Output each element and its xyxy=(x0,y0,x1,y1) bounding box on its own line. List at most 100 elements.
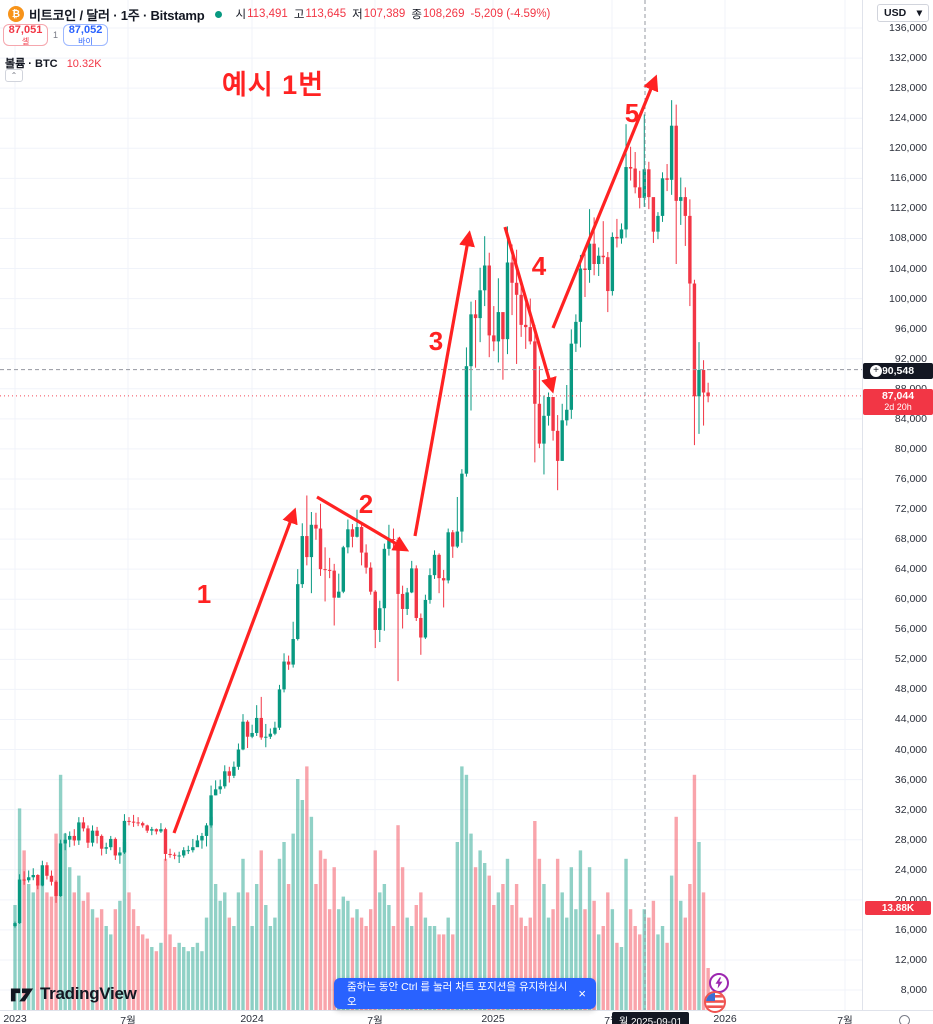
candle-body xyxy=(118,852,122,856)
candle-body xyxy=(172,854,177,856)
candle-body xyxy=(200,835,204,841)
time-axis[interactable]: 20237월20247월20257월20267월월 2025-09-01 xyxy=(0,1010,933,1024)
volume-bar xyxy=(610,909,615,1010)
wave-arrow[interactable] xyxy=(413,230,475,537)
price-tick: 112,000 xyxy=(889,202,927,215)
price-tick: 92,000 xyxy=(894,352,927,365)
candle-body xyxy=(533,341,537,404)
candle-body xyxy=(218,786,222,790)
volume-bar xyxy=(665,942,669,1010)
volume-bar xyxy=(191,947,195,1010)
candle-body xyxy=(501,312,505,340)
volume-bar xyxy=(701,892,706,1010)
buy-button[interactable]: 87,052 바이 xyxy=(63,24,109,46)
clock-icon[interactable] xyxy=(899,1015,910,1024)
candle-body xyxy=(569,343,574,410)
candle-body xyxy=(305,536,309,558)
time-tick: 7월 xyxy=(120,1015,136,1024)
volume-bar xyxy=(565,917,569,1010)
candle-body xyxy=(482,265,487,291)
candle-body xyxy=(437,554,441,579)
price-tick: 32,000 xyxy=(894,803,927,816)
currency-selector[interactable]: USD ▾ xyxy=(877,4,929,22)
volume-bar xyxy=(487,875,491,1010)
candle-body xyxy=(337,591,341,598)
example-annotation-title: 예시 1번 xyxy=(222,70,325,100)
candle-body xyxy=(273,727,277,734)
volume-bar xyxy=(359,917,364,1010)
wave-arrow[interactable] xyxy=(503,226,557,394)
wave-label[interactable]: 1 xyxy=(197,579,211,609)
candle-body xyxy=(400,593,405,609)
volume-bar xyxy=(451,934,455,1010)
spread-value: 1 xyxy=(53,30,59,40)
wave-arrow[interactable] xyxy=(551,74,659,329)
price-tick: 60,000 xyxy=(894,593,927,606)
candle-body xyxy=(387,539,391,549)
collapse-panel-button[interactable]: ⌃ xyxy=(5,69,23,82)
candle-body xyxy=(182,850,186,856)
price-tick: 124,000 xyxy=(889,112,927,125)
volume-bar xyxy=(26,884,31,1010)
close-icon[interactable]: × xyxy=(578,986,586,1001)
crosshair-date-label: 월 2025-09-01 xyxy=(612,1012,690,1024)
volume-bar xyxy=(13,905,17,1010)
wave-label[interactable]: 5 xyxy=(625,98,639,128)
bar-countdown: 2d 20h xyxy=(884,401,912,412)
volume-bar xyxy=(327,909,332,1010)
sell-button[interactable]: 87,051 셀 xyxy=(3,24,48,46)
candle-body xyxy=(245,721,250,737)
candle-body xyxy=(688,215,692,284)
add-alert-icon[interactable]: + xyxy=(869,364,883,378)
candle-body xyxy=(232,766,236,776)
volume-study-label[interactable]: 볼륨 · BTC xyxy=(5,58,58,70)
volume-bar xyxy=(300,800,304,1010)
wave-label[interactable]: 3 xyxy=(429,326,443,356)
price-axis[interactable]: USD ▾ 136,000 132,000 128,000 124,000 120,00… xyxy=(862,0,933,1010)
candle-body xyxy=(656,215,660,232)
wave-label[interactable]: 4 xyxy=(532,251,547,281)
candle-body xyxy=(514,282,519,295)
candle-body xyxy=(432,554,437,576)
close-label: 종 xyxy=(411,9,422,21)
volume-bar xyxy=(204,917,209,1010)
lightning-icon[interactable] xyxy=(709,973,729,993)
price-tick: 36,000 xyxy=(894,773,927,786)
bitcoin-icon: ₿ xyxy=(8,6,24,22)
candle-body xyxy=(45,865,49,876)
market-status-dot xyxy=(214,10,222,18)
candle-body xyxy=(647,169,651,198)
symbol-title[interactable]: 비트코인 / 달러 · 1주 · Bitstamp xyxy=(29,7,205,23)
candle-body xyxy=(706,392,710,397)
wave-arrow[interactable] xyxy=(172,507,298,834)
candle-body xyxy=(72,835,76,841)
candle-body xyxy=(505,262,510,340)
candle-body xyxy=(359,527,364,553)
low-label: 저 xyxy=(352,9,363,21)
sell-price: 87,051 xyxy=(8,23,43,36)
candle-body xyxy=(36,875,40,886)
price-tick: 128,000 xyxy=(889,82,927,95)
volume-bar xyxy=(555,858,560,1010)
volume-bar xyxy=(400,867,405,1010)
wave-label[interactable]: 2 xyxy=(359,489,373,519)
candle-body xyxy=(628,167,633,169)
candle-body xyxy=(665,178,669,180)
candle-body xyxy=(683,197,688,216)
volume-bar xyxy=(177,942,181,1010)
candle-body xyxy=(423,599,428,638)
candle-body xyxy=(355,527,359,537)
price-tick: 84,000 xyxy=(894,412,927,425)
volume-bar xyxy=(501,884,505,1010)
candle-body xyxy=(22,879,26,881)
us-flag-icon[interactable] xyxy=(704,991,726,1013)
tradingview-logo[interactable]: TradingView xyxy=(10,984,137,1004)
wave-arrow[interactable] xyxy=(316,495,410,552)
candle-body xyxy=(254,717,259,733)
open-value: 113,491 xyxy=(247,8,288,20)
volume-bar xyxy=(446,917,450,1010)
volume-bar xyxy=(405,917,409,1010)
buy-label: 바이 xyxy=(78,36,93,46)
